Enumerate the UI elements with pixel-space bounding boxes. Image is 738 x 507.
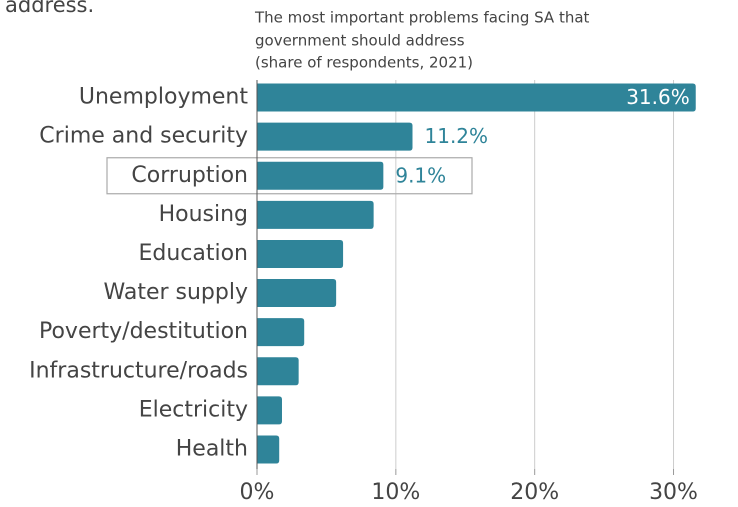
- y-tick-label: Poverty/destitution: [39, 319, 248, 344]
- y-tick-label: Unemployment: [79, 85, 248, 110]
- y-tick-label: Infrastructure/roads: [29, 358, 248, 383]
- y-tick-label: Corruption: [131, 163, 248, 188]
- bar: [257, 396, 282, 425]
- bar: [257, 239, 344, 268]
- y-tick-label: Water supply: [104, 280, 249, 305]
- value-label: 11.2%: [425, 124, 489, 148]
- chart-title: The most important problems facing SA th…: [254, 9, 590, 27]
- bar: [257, 357, 299, 386]
- bar: [257, 435, 280, 464]
- y-tick-label: Health: [176, 436, 248, 461]
- x-tick-label: 10%: [371, 480, 420, 505]
- x-tick-label: 20%: [510, 480, 559, 505]
- y-tick-label: Education: [138, 241, 248, 266]
- chart-title: government should address: [255, 32, 465, 50]
- y-tick-label: Electricity: [139, 397, 248, 422]
- bar: [257, 161, 384, 190]
- highlight-box: [106, 157, 473, 195]
- bar: [257, 318, 305, 347]
- x-tick-label: 30%: [649, 480, 698, 505]
- y-tick-label: Housing: [159, 202, 248, 227]
- bar: [257, 279, 337, 308]
- bar: [257, 200, 374, 229]
- x-tick-label: 0%: [240, 480, 275, 505]
- bar: [257, 122, 413, 151]
- context-text: address.: [5, 0, 94, 17]
- value-label: 31.6%: [626, 85, 690, 109]
- value-label: 9.1%: [395, 163, 446, 187]
- chart-subtitle: (share of respondents, 2021): [255, 54, 473, 72]
- y-tick-label: Crime and security: [39, 124, 248, 149]
- bar: [257, 83, 696, 112]
